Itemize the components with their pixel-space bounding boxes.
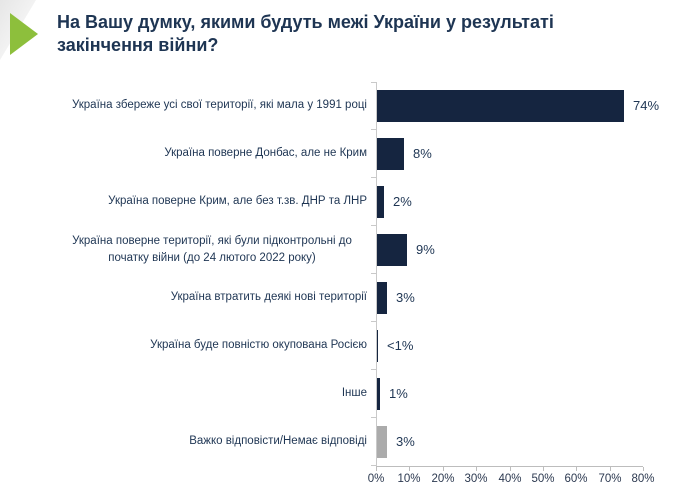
bar-track: 3%	[371, 274, 687, 322]
x-axis-tick-label: 20%	[431, 473, 455, 485]
value-label: <1%	[387, 338, 414, 353]
x-axis-tick	[476, 467, 477, 471]
green-arrow-icon	[10, 13, 38, 55]
chart-row: Інше 1%	[8, 370, 688, 418]
x-axis-tick-label: 0%	[367, 473, 385, 485]
bar-track: 9%	[371, 226, 687, 274]
chart-row: Україна буде повністю окупована Росією <…	[8, 322, 688, 370]
value-label: 8%	[413, 146, 432, 161]
bar	[377, 234, 407, 266]
bar-track: 8%	[371, 130, 687, 178]
bar-track: 1%	[371, 370, 687, 418]
x-axis-tick	[409, 467, 410, 471]
value-label: 2%	[393, 194, 412, 209]
x-axis-tick	[510, 467, 511, 471]
value-label: 9%	[416, 242, 435, 257]
chart-row: Україна поверне Крим, але без т.зв. ДНР …	[8, 178, 688, 226]
value-label: 1%	[389, 386, 408, 401]
bar	[377, 90, 624, 122]
chart-row: Україна збереже усі свої території, які …	[8, 82, 688, 130]
category-label-cell: Україна збереже усі свої території, які …	[8, 82, 376, 130]
x-axis-tick	[576, 467, 577, 471]
category-label: Інше	[341, 387, 367, 400]
chart-rows: Україна збереже усі свої території, які …	[8, 82, 688, 466]
x-axis-tick-label: 30%	[464, 473, 488, 485]
chart-row: Важко відповісти/Немає відповіді 3%	[8, 418, 688, 466]
bar-track: 2%	[371, 178, 687, 226]
bar-track: 74%	[371, 82, 687, 130]
chart-row: Україна поверне території, які були підк…	[8, 226, 688, 274]
bar-track: <1%	[371, 322, 687, 370]
x-axis-tick-label: 80%	[631, 473, 655, 485]
chart-row: Україна поверне Донбас, але не Крим 8%	[8, 130, 688, 178]
x-axis-tick	[643, 467, 644, 471]
x-axis-tick-label: 40%	[498, 473, 522, 485]
category-label: Україна поверне території, які були підк…	[72, 234, 352, 264]
x-axis-tick	[376, 467, 377, 471]
slide-title: На Вашу думку, якими будуть межі України…	[57, 12, 554, 56]
value-label: 3%	[396, 434, 415, 449]
bar	[377, 282, 387, 314]
category-label-cell: Україна поверне території, які були підк…	[8, 226, 376, 274]
category-label-cell: Україна поверне Крим, але без т.зв. ДНР …	[8, 178, 376, 226]
category-label: Україна втратить деякі нові території	[170, 291, 367, 304]
category-label: Важко відповісти/Немає відповіді	[189, 435, 367, 448]
bar-track: 3%	[371, 418, 687, 466]
category-label: Україна збереже усі свої території, які …	[71, 99, 367, 112]
x-axis-tick-label: 60%	[564, 473, 588, 485]
value-label: 3%	[396, 290, 415, 305]
bar	[377, 138, 404, 170]
x-axis-tick-label: 10%	[397, 473, 421, 485]
bar	[377, 426, 387, 458]
x-axis: 0% 10% 20% 30% 40% 50% 60% 70% 80%	[368, 466, 655, 493]
bar	[377, 330, 378, 362]
value-label: 74%	[633, 98, 660, 113]
x-axis-tick	[610, 467, 611, 471]
category-label-cell: Інше	[8, 370, 376, 418]
category-label: Україна буде повністю окупована Росією	[150, 339, 367, 352]
x-axis-tick-label: 50%	[531, 473, 555, 485]
chart-row: Україна втратить деякі нові території 3%	[8, 274, 688, 322]
x-axis-tick	[443, 467, 444, 471]
x-axis-tick-label: 70%	[598, 473, 622, 485]
x-axis-tick	[543, 467, 544, 471]
category-label-cell: Важко відповісти/Немає відповіді	[8, 418, 376, 466]
category-label: Україна поверне Донбас, але не Крим	[164, 147, 367, 160]
bar-chart: Україна збереже усі свої території, які …	[8, 82, 688, 485]
category-label-cell: Україна поверне Донбас, але не Крим	[8, 130, 376, 178]
category-label-cell: Україна буде повністю окупована Росією	[8, 322, 376, 370]
category-label-cell: Україна втратить деякі нові території	[8, 274, 376, 322]
bar	[377, 186, 384, 218]
bar	[377, 378, 380, 410]
category-label: Україна поверне Крим, але без т.зв. ДНР …	[108, 195, 367, 208]
